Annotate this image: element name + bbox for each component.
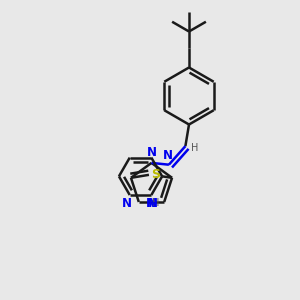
Text: N: N bbox=[146, 146, 157, 159]
Text: N: N bbox=[146, 197, 155, 210]
Text: H: H bbox=[190, 142, 198, 153]
Text: N: N bbox=[148, 197, 158, 210]
Text: N: N bbox=[162, 149, 172, 162]
Text: N: N bbox=[122, 197, 132, 210]
Text: S: S bbox=[151, 168, 160, 181]
Text: H: H bbox=[152, 199, 159, 208]
